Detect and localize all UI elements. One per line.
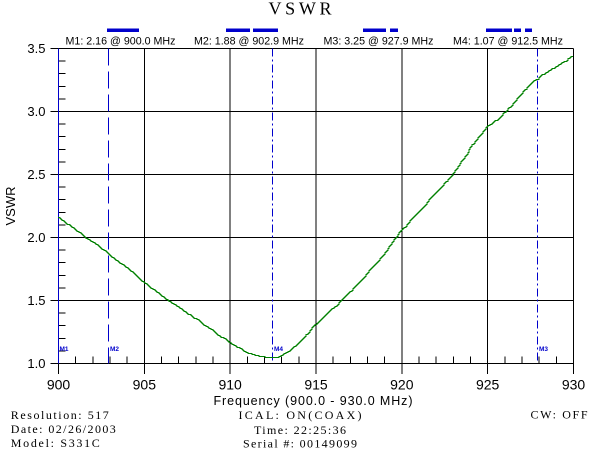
svg-text:M4: 1.07 @ 912.5 MHz: M4: 1.07 @ 912.5 MHz	[453, 36, 563, 48]
svg-text:Model: S331C: Model: S331C	[11, 436, 100, 450]
svg-text:2.5: 2.5	[27, 167, 45, 182]
svg-text:Frequency (900.0 - 930.0 MHz): Frequency (900.0 - 930.0 MHz)	[214, 394, 413, 408]
svg-text:M4: M4	[274, 346, 283, 353]
svg-text:Time: 22:25:36: Time: 22:25:36	[254, 423, 346, 437]
svg-text:M1: 2.16 @ 900.0 MHz: M1: 2.16 @ 900.0 MHz	[66, 36, 176, 48]
svg-text:930: 930	[562, 377, 586, 393]
svg-text:1.0: 1.0	[27, 356, 45, 371]
svg-text:2.0: 2.0	[27, 230, 45, 245]
svg-text:M3: 3.25 @ 927.9 MHz: M3: 3.25 @ 927.9 MHz	[324, 36, 434, 48]
svg-text:3.5: 3.5	[27, 41, 45, 56]
svg-text:M3: M3	[539, 346, 548, 353]
svg-text:905: 905	[133, 377, 157, 393]
svg-text:910: 910	[218, 377, 242, 393]
svg-text:Resolution: 517: Resolution: 517	[11, 408, 109, 422]
svg-text:1.5: 1.5	[27, 293, 45, 308]
svg-text:915: 915	[304, 377, 328, 393]
svg-text:Serial #: 00149099: Serial #: 00149099	[243, 437, 357, 451]
svg-text:920: 920	[390, 377, 414, 393]
svg-text:925: 925	[476, 377, 500, 393]
svg-text:M1: M1	[60, 346, 69, 353]
svg-text:3.0: 3.0	[27, 104, 45, 119]
svg-text:M2: 1.88 @ 902.9 MHz: M2: 1.88 @ 902.9 MHz	[194, 36, 304, 48]
svg-text:CW: OFF: CW: OFF	[531, 408, 588, 422]
svg-text:900: 900	[47, 377, 71, 393]
svg-text:ICAL: ON(COAX): ICAL: ON(COAX)	[239, 408, 362, 422]
svg-text:VSWR: VSWR	[269, 0, 332, 19]
svg-text:Date: 02/26/2003: Date: 02/26/2003	[11, 422, 116, 436]
svg-text:VSWR: VSWR	[3, 187, 18, 226]
svg-text:M2: M2	[110, 346, 119, 353]
